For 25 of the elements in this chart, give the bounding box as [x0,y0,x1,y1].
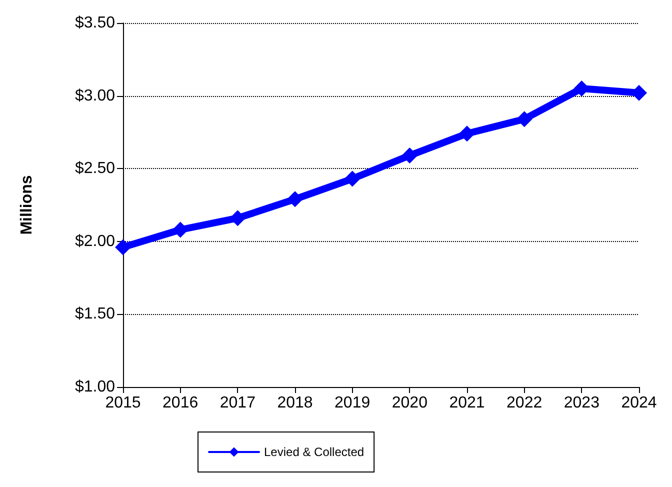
x-tick-label: 2022 [506,394,542,412]
x-tick-label: 2015 [105,394,141,412]
y-tick-label: $1.50 [74,306,116,323]
y-tick-label: $3.50 [74,14,116,32]
point [459,126,475,142]
x-tick-label: 2024 [621,394,657,412]
x-tick-label: 2020 [392,394,428,412]
y-axis-title: Millions [18,175,36,235]
legend-label: Levied & Collected [264,445,364,459]
point [344,170,360,187]
x-tick-label: 2023 [564,394,600,412]
y-tick-label: $1.00 [74,378,116,396]
y-tick-label: $2.50 [74,160,116,178]
y-tick-label: $3.00 [74,87,116,104]
y-tick-label: $2.00 [74,232,116,250]
point [230,210,246,226]
point [115,239,131,256]
point [287,191,303,208]
point [516,111,532,128]
x-tick-label: 2017 [220,394,256,412]
x-tick-label: 2018 [277,394,313,412]
point [402,147,418,164]
x-tick-label: 2016 [162,394,198,412]
x-tick-label: 2021 [449,394,485,412]
x-tick-label: 2019 [334,394,370,412]
